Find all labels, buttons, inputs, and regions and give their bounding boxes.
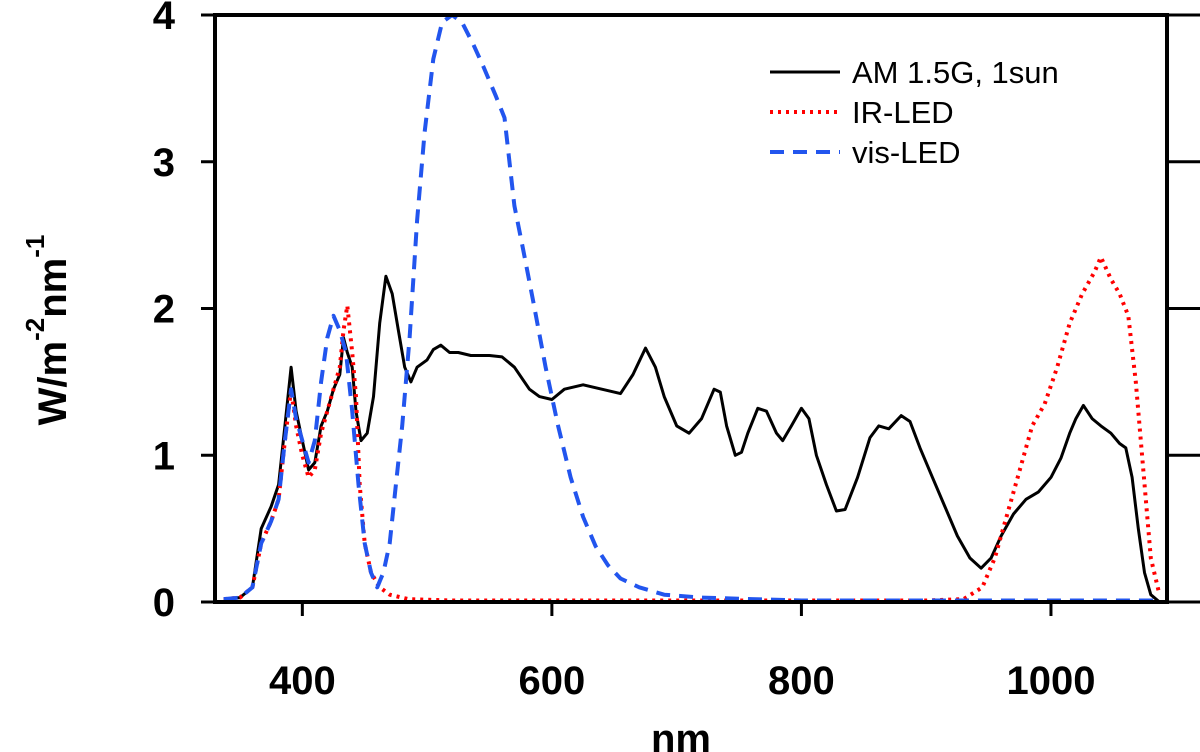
x-tick-label: 800 — [768, 659, 835, 703]
y-tick-label: 1 — [153, 434, 175, 478]
legend-label-vis-led: vis-LED — [852, 135, 961, 170]
y-axis-title: W/m-2nm-1 — [20, 235, 75, 426]
series-layer — [223, 13, 1162, 604]
plot-frame — [213, 13, 1169, 604]
x-tick-label: 1000 — [1006, 659, 1095, 703]
x-tick-label: 400 — [269, 659, 336, 703]
legend-label-am15g: AM 1.5G, 1sun — [852, 55, 1059, 90]
y-axis-title-unit: W/m — [31, 341, 75, 425]
y-tick-label: 2 — [153, 288, 175, 332]
legend: AM 1.5G, 1sun IR-LED vis-LED — [770, 55, 1059, 170]
y-axis-title-exp1: -2 — [20, 318, 50, 341]
series-line-ir-led — [223, 255, 1162, 603]
y-axis-title-exp2: -1 — [20, 235, 50, 258]
y-tick-label: 3 — [153, 141, 175, 185]
x-tick-label: 600 — [519, 659, 586, 703]
legend-label-ir-led: IR-LED — [852, 95, 954, 130]
series-line-vis-led — [223, 13, 1160, 603]
y-axis-title-unit2: nm — [31, 258, 75, 318]
series-line-am-1-5g-1sun — [223, 274, 1161, 604]
y-tick-label: 0 — [153, 581, 175, 625]
x-axis-title: nm — [651, 717, 711, 752]
y-tick-label: 4 — [153, 0, 176, 38]
ticks-layer: 400 600 800 1000 0 1 2 3 4 — [153, 0, 1200, 703]
